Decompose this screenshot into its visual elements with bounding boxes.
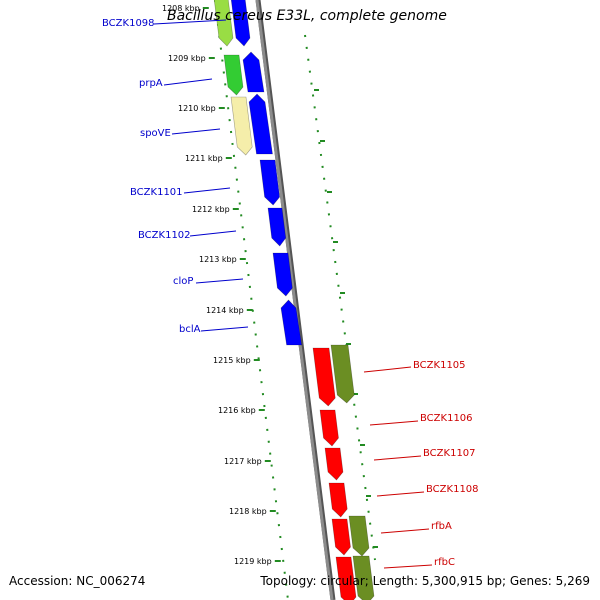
- gene-label-right: BCZK1105: [413, 360, 466, 371]
- right-label-leader: [376, 491, 425, 497]
- outer-tick-ruler: [304, 34, 376, 561]
- gene-label-left: bclA: [179, 324, 201, 335]
- kbp-label: 1211 kbp: [185, 154, 223, 163]
- gene-feature-bczk1098: [213, 0, 234, 47]
- kbp-label: 1213 kbp: [199, 255, 237, 264]
- left-label-leader: [163, 78, 213, 86]
- gene-feature-rfbC: [352, 555, 375, 600]
- gene-arrow-rfbC: [335, 556, 357, 600]
- right-label-leader: [363, 366, 412, 373]
- gene-feature-rfbA: [348, 515, 370, 557]
- gene-arrow-bczk1098: [230, 0, 251, 47]
- kbp-label: 1209 kbp: [168, 54, 206, 63]
- right-label-leader: [373, 455, 422, 461]
- kbp-label: 1212 kbp: [192, 205, 230, 214]
- gene-label-left: cloP: [173, 276, 193, 287]
- kbp-label: 1216 kbp: [218, 406, 256, 415]
- gene-label-right: rfbC: [434, 557, 455, 568]
- map-title: Bacillus cereus E33L, complete genome: [167, 8, 447, 24]
- kbp-label: 1208 kbp: [162, 4, 200, 13]
- gene-feature-prpA: [223, 54, 244, 96]
- gene-arrow-bczk1106: [319, 409, 339, 447]
- gene-arrow-bclA: [280, 299, 302, 346]
- gene-label-left: BCZK1101: [130, 187, 183, 198]
- gene-label-right: BCZK1107: [423, 448, 476, 459]
- gene-label-left: BCZK1102: [138, 230, 191, 241]
- gene-arrow-bczk1107: [324, 447, 344, 481]
- gene-arrow-bczk1101: [259, 159, 280, 206]
- topology-label: Topology: circular; Length: 5,300,915 bp…: [260, 574, 590, 588]
- gene-label-left: spoVE: [140, 128, 171, 139]
- gene-label-right: BCZK1106: [420, 413, 473, 424]
- gene-feature-spoVE: [230, 96, 253, 156]
- gene-feature-bczk1105: [330, 344, 355, 404]
- gene-label-right: rfbA: [431, 521, 452, 532]
- kbp-label: 1219 kbp: [234, 557, 272, 566]
- kbp-label: 1214 kbp: [206, 306, 244, 315]
- right-label-leader: [380, 528, 430, 534]
- right-label-leader: [383, 564, 433, 569]
- gene-arrow-bczk1102: [267, 207, 287, 247]
- gene-label-left: prpA: [139, 78, 163, 89]
- right-label-leader: [369, 420, 419, 426]
- left-label-leader: [195, 278, 244, 284]
- left-label-leader: [189, 230, 237, 237]
- kbp-label: 1215 kbp: [213, 356, 251, 365]
- left-label-leader: [153, 19, 227, 25]
- left-label-leader: [200, 326, 249, 332]
- left-label-leader: [183, 187, 231, 194]
- gene-arrow-prpA: [242, 51, 265, 93]
- left-label-leader: [171, 128, 221, 135]
- accession-label: Accession: NC_006274: [9, 574, 146, 588]
- backbone-line: [255, 0, 334, 600]
- gene-arrow-bczk1108: [328, 482, 348, 518]
- gene-arrow-rfbA: [331, 518, 351, 556]
- kbp-label: 1210 kbp: [178, 104, 216, 113]
- gene-arrow-spoVE: [248, 93, 273, 155]
- gene-arrow-bczk1105: [312, 347, 336, 407]
- gene-label-left: BCZK1098: [102, 18, 155, 29]
- kbp-label: 1217 kbp: [224, 457, 262, 466]
- gene-label-right: BCZK1108: [426, 484, 479, 495]
- gene-arrow-cloP: [272, 252, 293, 297]
- kbp-label: 1218 kbp: [229, 507, 267, 516]
